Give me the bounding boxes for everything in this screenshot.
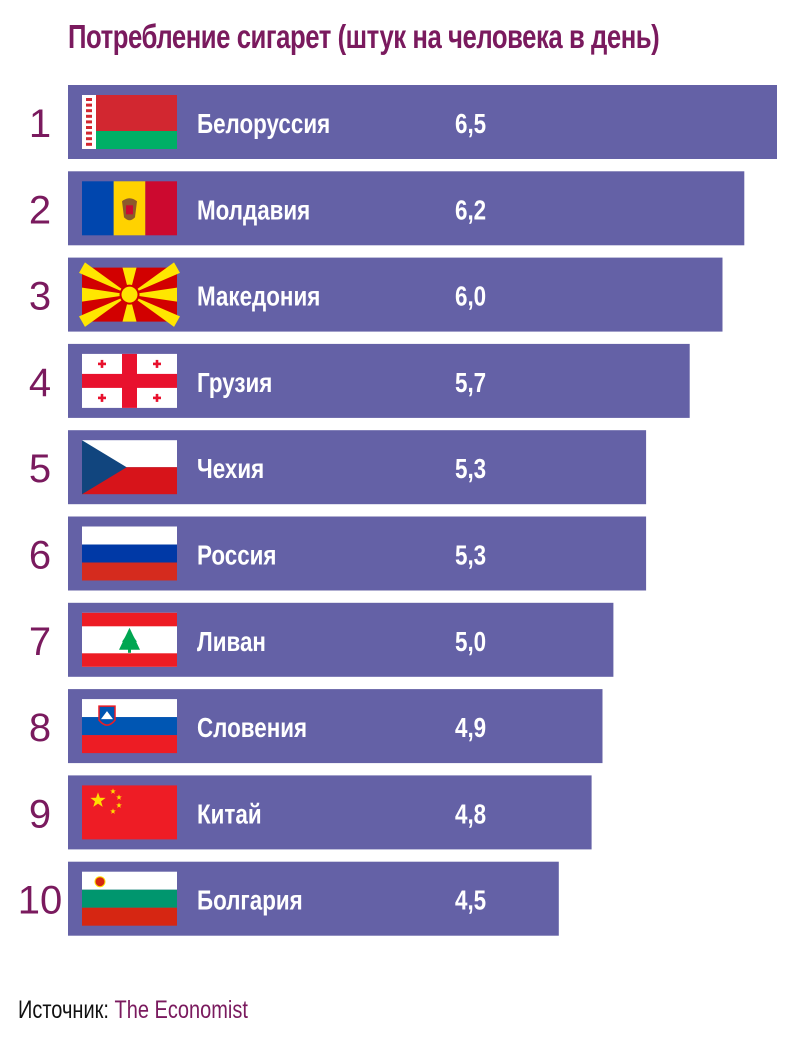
value-label: 6,5 xyxy=(455,109,486,140)
value-label: 6,2 xyxy=(455,195,486,226)
bar-chart: 1 Белоруссия 6,5 2 Молдавия 6,2 3 Македония 6,0 4… xyxy=(18,85,777,936)
slovenia-flag xyxy=(82,699,177,754)
value-label: 4,8 xyxy=(455,799,486,830)
value-label: 5,3 xyxy=(455,454,486,485)
flag-group xyxy=(82,699,177,754)
china-flag xyxy=(82,785,177,840)
rank-label: 5 xyxy=(29,447,51,491)
source-note: Источник: The Economist xyxy=(18,996,248,1025)
source-publisher: The Economist xyxy=(114,996,248,1024)
bulgaria-flag xyxy=(82,871,177,926)
bar-row: 7 Ливан 5,0 xyxy=(29,602,614,677)
bar-row: 8 Словения 4,9 xyxy=(29,689,603,764)
rank-label: 7 xyxy=(29,620,51,664)
value-label: 5,0 xyxy=(455,627,486,658)
source-label: Источник: xyxy=(18,996,109,1024)
bar xyxy=(68,171,745,246)
country-label: Грузия xyxy=(197,368,272,399)
value-label: 6,0 xyxy=(455,281,486,312)
rank-label: 9 xyxy=(29,792,51,836)
country-label: Россия xyxy=(197,540,276,571)
rank-label: 4 xyxy=(29,361,51,405)
flag-group xyxy=(82,353,177,408)
bar-row: 1 Белоруссия 6,5 xyxy=(29,85,777,159)
rank-label: 10 xyxy=(18,879,63,923)
value-label: 5,7 xyxy=(455,368,486,399)
country-label: Ливан xyxy=(197,627,266,658)
flag-group xyxy=(82,785,177,840)
rank-label: 3 xyxy=(29,275,51,319)
country-label: Китай xyxy=(197,799,262,830)
belarus-flag xyxy=(82,95,177,149)
flag-group xyxy=(82,871,177,926)
lebanon-flag xyxy=(82,612,177,667)
flag-group xyxy=(82,440,177,495)
flag-group xyxy=(82,95,177,149)
flag-group xyxy=(79,262,180,327)
country-label: Белоруссия xyxy=(197,109,330,140)
bar-row: 5 Чехия 5,3 xyxy=(29,430,647,505)
country-label: Македония xyxy=(197,281,320,312)
georgia-flag xyxy=(82,353,177,408)
country-label: Чехия xyxy=(197,454,264,485)
country-label: Болгария xyxy=(197,885,303,916)
bar-row: 9 Китай 4,8 xyxy=(29,775,592,850)
macedonia-flag xyxy=(79,262,180,327)
value-label: 4,9 xyxy=(455,713,486,744)
bar-row: 10 Болгария 4,5 xyxy=(18,861,559,936)
rank-label: 1 xyxy=(29,102,51,146)
bar-row: 6 Россия 5,3 xyxy=(29,516,647,591)
czech-flag xyxy=(82,440,177,495)
flag-group xyxy=(82,612,177,667)
russia-flag xyxy=(82,526,177,581)
rank-label: 2 xyxy=(29,188,51,232)
value-label: 5,3 xyxy=(455,540,486,571)
flag-group xyxy=(82,181,177,236)
bar-row: 2 Молдавия 6,2 xyxy=(29,171,745,246)
country-label: Молдавия xyxy=(197,195,310,226)
bar xyxy=(68,85,777,159)
rank-label: 6 xyxy=(29,534,51,578)
bar-row: 3 Македония 6,0 xyxy=(29,257,723,332)
rank-label: 8 xyxy=(29,706,51,750)
moldova-flag xyxy=(82,181,177,236)
country-label: Словения xyxy=(197,713,307,744)
bar-row: 4 Грузия 5,7 xyxy=(29,343,690,418)
chart-title: Потребление сигарет (штук на человека в … xyxy=(68,18,660,55)
flag-group xyxy=(82,526,177,581)
value-label: 4,5 xyxy=(455,885,486,916)
